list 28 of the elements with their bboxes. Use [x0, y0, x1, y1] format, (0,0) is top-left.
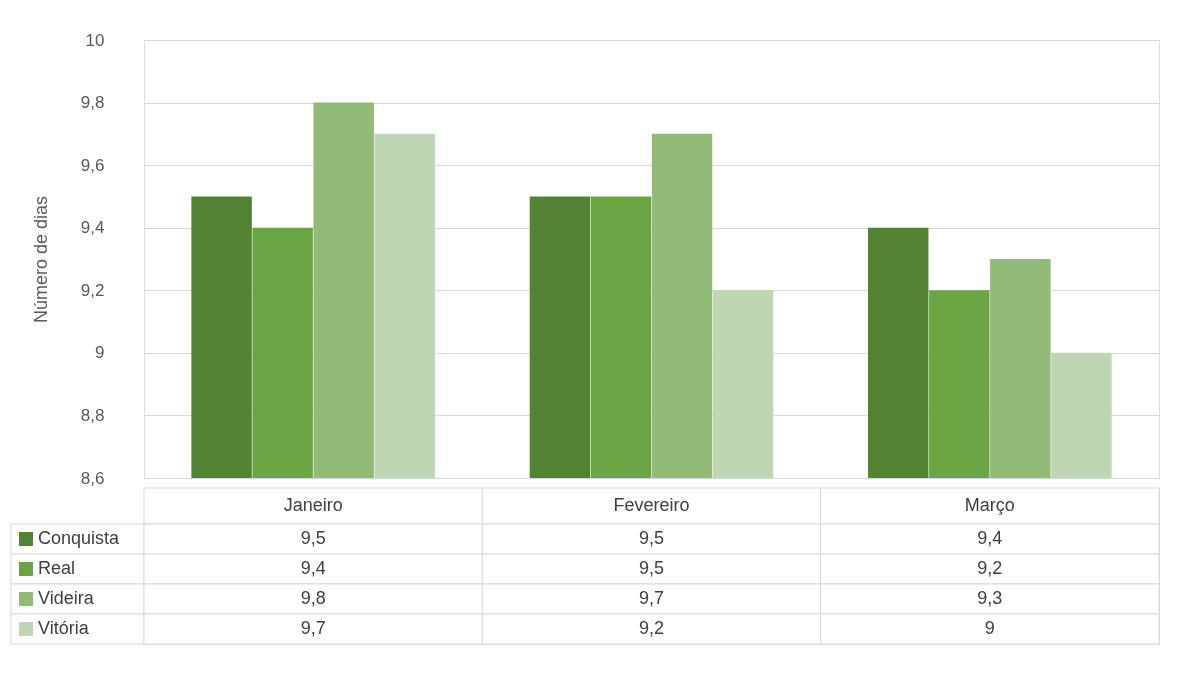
- data-label: 9,5: [638, 558, 665, 578]
- y-tick-label: 9,6: [80, 155, 105, 175]
- data-label: 9,8: [300, 588, 326, 608]
- y-tick-label: 9,4: [80, 218, 105, 238]
- data-label: 9,7: [638, 588, 665, 608]
- data-label: 9: [984, 618, 995, 638]
- data-label: 9,5: [638, 528, 665, 548]
- legend-label: Conquista: [38, 528, 121, 548]
- data-label: 9,7: [300, 618, 326, 638]
- y-tick-label: 8,8: [80, 405, 105, 425]
- y-axis-title: Número de dias: [30, 195, 51, 324]
- data-label: 9,4: [300, 558, 326, 578]
- x-tick-label: Março: [964, 495, 1015, 515]
- y-tick-label: 9,2: [80, 280, 105, 300]
- data-label: 9,2: [638, 618, 665, 638]
- y-tick-label: 9: [95, 343, 105, 363]
- y-tick-label: 8,6: [80, 468, 105, 488]
- x-tick-label: Janeiro: [283, 495, 343, 515]
- data-label: 9,2: [977, 558, 1003, 578]
- legend-label: Videira: [38, 588, 95, 608]
- legend-label: Real: [38, 558, 76, 578]
- data-label: 9,5: [300, 528, 326, 548]
- data-label: 9,4: [977, 528, 1003, 548]
- legend-label: Vitória: [38, 618, 90, 638]
- y-tick-label: 9,8: [80, 93, 105, 113]
- data-label: 9,3: [977, 588, 1003, 608]
- y-tick-label: 10: [85, 30, 105, 50]
- x-tick-label: Fevereiro: [613, 495, 690, 515]
